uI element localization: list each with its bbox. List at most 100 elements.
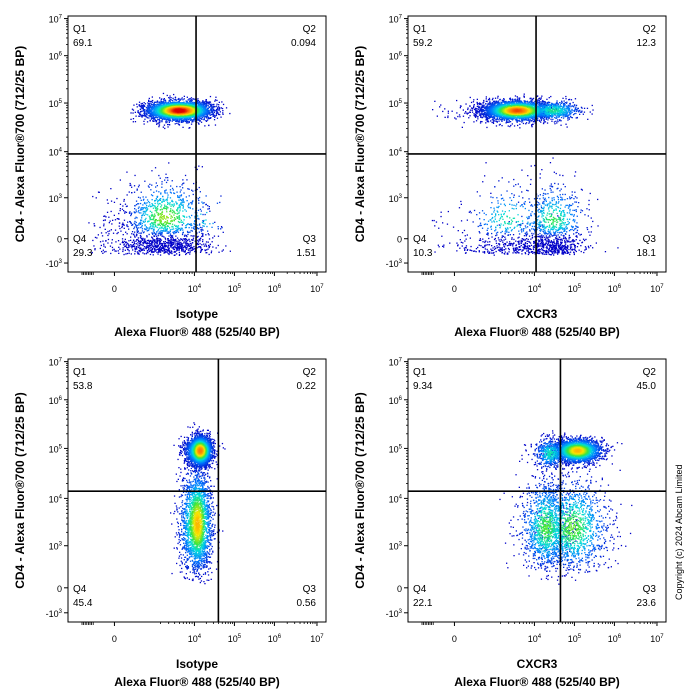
y-tick-label: 107 bbox=[49, 15, 63, 25]
x-tick-label: 106 bbox=[268, 284, 282, 294]
y-tick-label: 106 bbox=[49, 396, 63, 406]
y-tick-label: -103 bbox=[386, 609, 403, 619]
x-tick-label: 105 bbox=[568, 284, 582, 294]
quadrant-value-q3: 0.56 bbox=[297, 598, 317, 609]
x-tick-label: 0 bbox=[112, 284, 117, 294]
quadrant-name-q1: Q1 bbox=[73, 367, 87, 378]
quadrant-name-q4: Q4 bbox=[73, 234, 87, 245]
quadrant-name-q4: Q4 bbox=[413, 584, 427, 595]
x-tick-label: 106 bbox=[608, 284, 622, 294]
x-tick-label: 104 bbox=[188, 634, 202, 644]
x-tick-label: 104 bbox=[188, 284, 202, 294]
x-axis-label: Alexa Fluor® 488 (525/40 BP) bbox=[114, 675, 280, 689]
x-tick-label: 0 bbox=[452, 284, 457, 294]
y-tick-label: 104 bbox=[389, 148, 403, 158]
x-tick-label: 0 bbox=[452, 634, 457, 644]
x-axis-marker-label: CXCR3 bbox=[517, 307, 558, 321]
y-tick-label: -103 bbox=[386, 259, 403, 269]
y-axis-label: CD4 - Alexa Fluor®700 (712/25 BP) bbox=[353, 46, 367, 242]
quadrant-value-q2: 12.3 bbox=[637, 38, 657, 49]
quadrant-name-q3: Q3 bbox=[303, 234, 317, 245]
quadrant-name-q2: Q2 bbox=[643, 367, 657, 378]
event-dots bbox=[170, 422, 226, 585]
quadrant-value-q4: 22.1 bbox=[413, 598, 433, 609]
y-tick-label: 103 bbox=[389, 542, 403, 552]
cytometry-plot-3: Q1 53.8 Q2 0.22 Q3 0.56 Q4 45.4 -103 0 103 104 105 10… bbox=[13, 358, 327, 689]
quadrant-value-q3: 23.6 bbox=[637, 598, 657, 609]
y-tick-label: 105 bbox=[389, 99, 403, 109]
event-dots bbox=[431, 93, 619, 256]
quadrant-value-q4: 10.3 bbox=[413, 248, 433, 259]
x-axis-marker-label: Isotype bbox=[176, 307, 218, 321]
cytometry-plot-1: Q1 69.1 Q2 0.094 Q3 1.51 Q4 29.3 -103 0 103 104 105 1… bbox=[13, 15, 327, 339]
y-tick-label: 107 bbox=[49, 358, 63, 368]
x-axis-label: Alexa Fluor® 488 (525/40 BP) bbox=[454, 325, 620, 339]
y-tick-label: 0 bbox=[397, 235, 402, 245]
event-dots bbox=[499, 430, 633, 585]
x-tick-label: 106 bbox=[608, 634, 622, 644]
y-tick-label: 104 bbox=[389, 494, 403, 504]
y-tick-label: 107 bbox=[389, 358, 403, 368]
y-tick-label: 0 bbox=[57, 584, 62, 594]
y-tick-label: 105 bbox=[49, 444, 63, 454]
y-tick-label: 105 bbox=[49, 99, 63, 109]
x-tick-label: 105 bbox=[568, 634, 582, 644]
quadrant-value-q2: 0.22 bbox=[297, 381, 317, 392]
x-tick-label: 107 bbox=[310, 284, 324, 294]
y-axis-label: CD4 - Alexa Fluor®700 (712/25 BP) bbox=[13, 46, 27, 242]
quadrant-value-q1: 9.34 bbox=[413, 381, 433, 392]
quadrant-name-q3: Q3 bbox=[643, 584, 657, 595]
x-tick-label: 104 bbox=[528, 284, 542, 294]
plot-frame bbox=[67, 15, 327, 273]
x-tick-label: 107 bbox=[650, 284, 664, 294]
quadrant-value-q2: 0.094 bbox=[291, 38, 316, 49]
cytometry-plot-4: Q1 9.34 Q2 45.0 Q3 23.6 Q4 22.1 -103 0 103 104 105 10… bbox=[353, 358, 667, 689]
quadrant-name-q4: Q4 bbox=[413, 234, 427, 245]
quadrant-value-q1: 53.8 bbox=[73, 381, 93, 392]
y-axis-label: CD4 - Alexa Fluor®700 (712/25 BP) bbox=[353, 392, 367, 588]
y-tick-label: -103 bbox=[46, 259, 63, 269]
plot-frame bbox=[407, 15, 667, 273]
y-tick-label: 104 bbox=[49, 494, 63, 504]
y-tick-label: 103 bbox=[49, 194, 63, 204]
quadrant-value-q4: 29.3 bbox=[73, 248, 93, 259]
quadrant-name-q4: Q4 bbox=[73, 584, 87, 595]
y-tick-label: 0 bbox=[397, 584, 402, 594]
quadrant-value-q3: 18.1 bbox=[637, 248, 657, 259]
quadrant-value-q2: 45.0 bbox=[637, 381, 657, 392]
quadrant-value-q4: 45.4 bbox=[73, 598, 93, 609]
x-tick-label: 105 bbox=[228, 634, 242, 644]
quadrant-name-q2: Q2 bbox=[303, 24, 317, 35]
quadrant-name-q2: Q2 bbox=[643, 24, 657, 35]
quadrant-value-q1: 69.1 bbox=[73, 38, 93, 49]
quadrant-value-q3: 1.51 bbox=[297, 248, 317, 259]
x-tick-label: 104 bbox=[528, 634, 542, 644]
x-axis-label: Alexa Fluor® 488 (525/40 BP) bbox=[454, 675, 620, 689]
y-tick-label: 106 bbox=[389, 396, 403, 406]
quadrant-name-q1: Q1 bbox=[413, 24, 427, 35]
y-tick-label: 104 bbox=[49, 148, 63, 158]
x-tick-label: 107 bbox=[310, 634, 324, 644]
quadrant-name-q3: Q3 bbox=[643, 234, 657, 245]
event-dots bbox=[88, 92, 231, 256]
quadrant-name-q1: Q1 bbox=[73, 24, 87, 35]
x-axis-marker-label: Isotype bbox=[176, 657, 218, 671]
x-tick-label: 106 bbox=[268, 634, 282, 644]
y-tick-label: 105 bbox=[389, 444, 403, 454]
y-tick-label: 103 bbox=[389, 194, 403, 204]
x-axis-label: Alexa Fluor® 488 (525/40 BP) bbox=[114, 325, 280, 339]
quadrant-name-q3: Q3 bbox=[303, 584, 317, 595]
y-tick-label: -103 bbox=[46, 609, 63, 619]
x-tick-label: 105 bbox=[228, 284, 242, 294]
quadrant-value-q1: 59.2 bbox=[413, 38, 433, 49]
y-tick-label: 106 bbox=[389, 52, 403, 62]
copyright-text: Copyright (c) 2024 Abcam Limited bbox=[674, 464, 684, 600]
y-tick-label: 106 bbox=[49, 52, 63, 62]
y-axis-label: CD4 - Alexa Fluor®700 (712/25 BP) bbox=[13, 392, 27, 588]
y-tick-label: 103 bbox=[49, 542, 63, 552]
cytometry-plot-2: Q1 59.2 Q2 12.3 Q3 18.1 Q4 10.3 -103 0 103 104 105 10… bbox=[353, 15, 667, 339]
y-tick-label: 0 bbox=[57, 235, 62, 245]
y-tick-label: 107 bbox=[389, 15, 403, 25]
x-axis-marker-label: CXCR3 bbox=[517, 657, 558, 671]
